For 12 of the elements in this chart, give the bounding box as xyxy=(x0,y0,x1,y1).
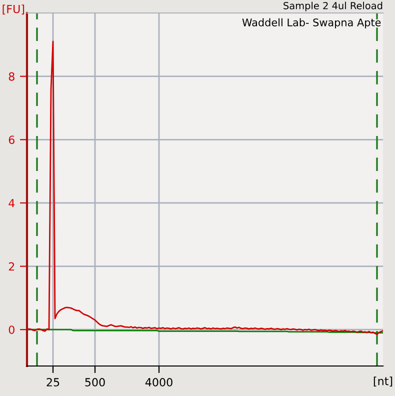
y-tick-label: 2 xyxy=(8,262,14,270)
y-tick-label: 6 xyxy=(8,136,14,144)
y-tick-label: 0 xyxy=(8,326,14,334)
chart-title: Sample 2 4ul Reload xyxy=(284,2,382,12)
x-tick-label: 500 xyxy=(85,378,105,386)
y-tick-label: 4 xyxy=(8,199,15,208)
x-axis-title: [nt] xyxy=(374,376,392,387)
x-tick-label: 25 xyxy=(46,378,60,386)
y-tick-label: 8 xyxy=(8,72,14,81)
chart-subtitle: Waddell Lab- Swapna Apte xyxy=(242,18,381,28)
y-axis-title: [FU] xyxy=(2,4,24,15)
x-tick-label: 4000 xyxy=(145,378,172,386)
